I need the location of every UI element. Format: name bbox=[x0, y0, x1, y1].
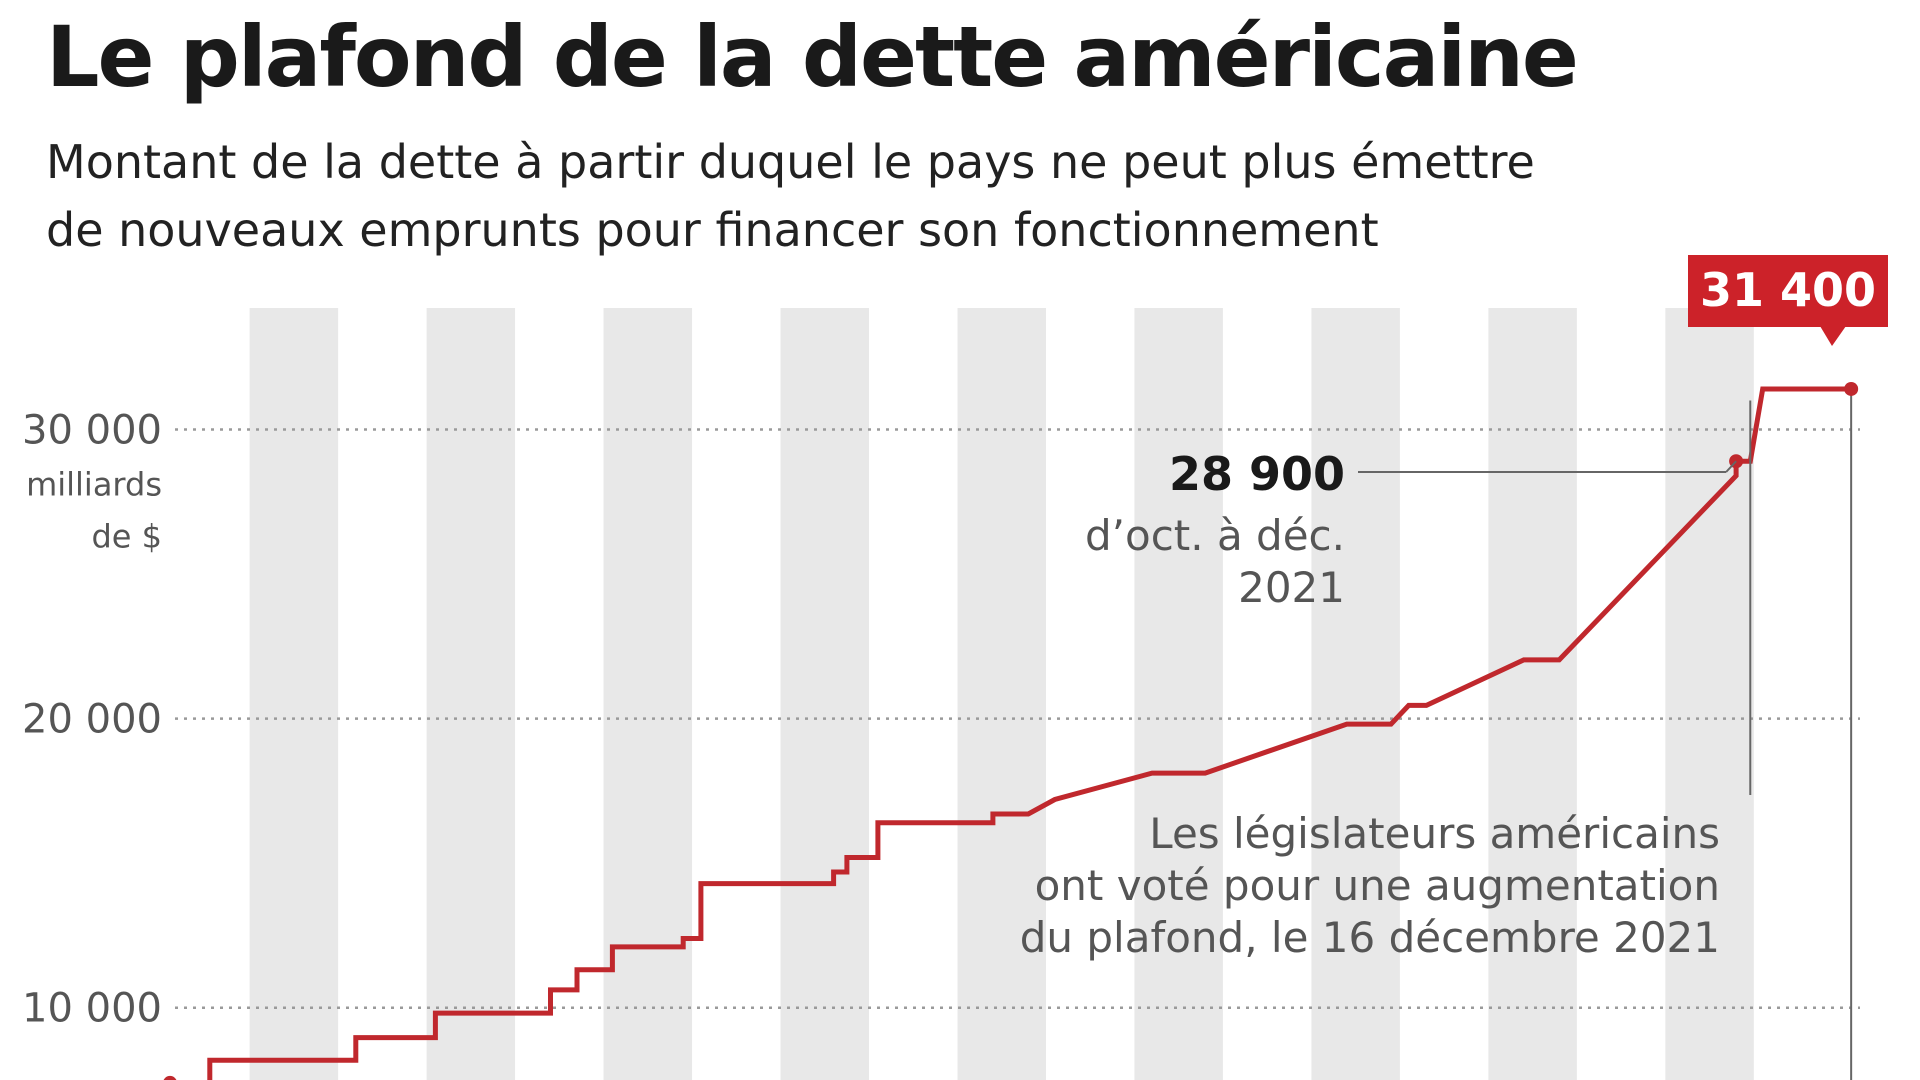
year-band bbox=[426, 308, 516, 1080]
subtitle-line-1: Montant de la dette à partir duquel le p… bbox=[46, 135, 1535, 189]
year-band bbox=[1488, 308, 1577, 1080]
chart-subtitle: Montant de la dette à partir duquel le p… bbox=[46, 128, 1746, 264]
callout-box bbox=[1688, 255, 1888, 327]
y-unit-label: milliards bbox=[26, 465, 162, 503]
year-band bbox=[1311, 308, 1400, 1080]
start-point bbox=[163, 1075, 177, 1080]
year-band bbox=[957, 308, 1046, 1080]
year-band bbox=[249, 308, 339, 1080]
y-tick-label: 30 000 bbox=[22, 407, 162, 453]
annotation-text-28900: d’oct. à déc. bbox=[1085, 511, 1345, 560]
callout-pointer bbox=[1820, 326, 1846, 346]
y-tick-label: 10 000 bbox=[22, 986, 162, 1032]
annotation-text-28900: 2021 bbox=[1238, 563, 1345, 612]
debt-ceiling-line bbox=[207, 386, 1852, 1080]
year-band bbox=[1665, 308, 1754, 1080]
annotation-text-vote: du plafond, le 16 décembre 2021 bbox=[1020, 913, 1720, 962]
leader-line-28900-tail bbox=[1725, 460, 1737, 473]
chart-title: Le plafond de la dette américaine bbox=[46, 8, 1579, 106]
subtitle-line-2: de nouveaux emprunts pour financer son f… bbox=[46, 203, 1379, 257]
annotation-text-vote: Les législateurs américains bbox=[1149, 809, 1720, 858]
year-band bbox=[780, 308, 870, 1080]
y-unit-label: de $ bbox=[91, 517, 162, 555]
annotation-text-vote: ont voté pour une augmentation bbox=[1035, 861, 1720, 910]
callout-value-31400: 31 400 bbox=[1700, 263, 1876, 317]
y-tick-label: 20 000 bbox=[22, 697, 162, 743]
year-band bbox=[603, 308, 693, 1080]
year-band bbox=[1134, 308, 1223, 1080]
annotation-value-28900: 28 900 bbox=[1169, 447, 1345, 501]
point-31400 bbox=[1844, 381, 1859, 396]
